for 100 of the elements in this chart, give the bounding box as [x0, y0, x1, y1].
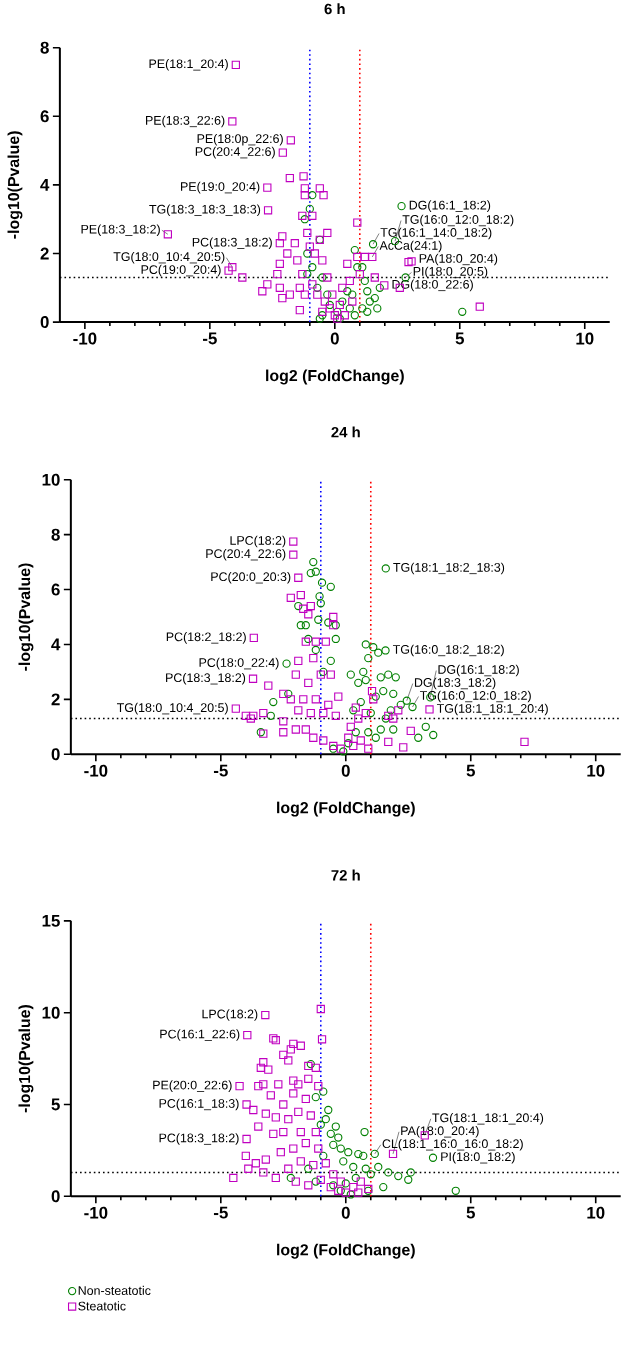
- annotation: DG(16:1_18:2): [438, 664, 520, 677]
- point: [350, 311, 360, 320]
- y-tick-label: 5: [51, 1098, 61, 1111]
- annotation: PC(18:3_18:2): [192, 237, 273, 249]
- y-tick-label: 10: [42, 473, 60, 486]
- point: [358, 263, 367, 272]
- point: [304, 1164, 313, 1173]
- point: [321, 1115, 331, 1124]
- annotation: PE(19:0_20:4): [181, 181, 260, 194]
- point: [316, 599, 326, 608]
- annotation: PC(19:0_20:4): [141, 264, 221, 277]
- x-tick-label: 10: [576, 332, 594, 345]
- annotation: TG(18:0_10:4_20:5): [113, 251, 225, 264]
- point: [359, 667, 368, 677]
- point: [334, 1133, 343, 1142]
- annotation: PE(18:0p_22:6): [197, 133, 284, 146]
- point: [351, 728, 361, 737]
- x-tick-label: -10: [73, 332, 97, 345]
- point: [381, 564, 391, 573]
- annotation: TG(18:3_18:3_18:3): [149, 204, 261, 217]
- annotation: AcCa(24:1): [379, 240, 442, 253]
- annotation: PC(18:0_22:4): [199, 657, 279, 670]
- annotation: PC(18:2_18:2): [166, 632, 246, 644]
- point: [386, 706, 396, 715]
- y-tick-label: 8: [40, 41, 50, 54]
- point: [406, 1168, 416, 1177]
- annotation: PA(18:0_20:4): [419, 253, 498, 266]
- point: [339, 1157, 348, 1166]
- point: [308, 191, 317, 200]
- y-tick-label: 8: [51, 528, 60, 541]
- point: [349, 1162, 358, 1172]
- x-axis-title: log2 (FoldChange): [277, 1243, 415, 1259]
- y-tick-label: 6: [51, 583, 60, 596]
- point: [373, 304, 382, 313]
- point: [331, 634, 341, 644]
- annotation: TG(18:1_18:1_20:4): [437, 703, 548, 716]
- point: [397, 202, 406, 211]
- point: [300, 215, 310, 224]
- y-tick-label: 0: [51, 1190, 60, 1203]
- point: [365, 297, 375, 306]
- annotation: DG(16:1_18:2): [409, 200, 491, 212]
- point: [344, 739, 353, 748]
- point: [363, 307, 372, 316]
- x-tick-label: -10: [84, 764, 108, 777]
- chart-title: 24 h: [331, 426, 360, 438]
- annotation: PC(16:1_22:6): [160, 1029, 240, 1041]
- point: [338, 297, 347, 306]
- annotation: TG(18:1_18:2_18:3): [393, 562, 505, 575]
- point: [358, 304, 367, 313]
- point: [303, 269, 312, 279]
- annotation: PC(18:3_18:2): [166, 672, 246, 685]
- y-tick-label: 0: [51, 748, 60, 761]
- chart-title: 6 h: [324, 3, 345, 15]
- point: [319, 1151, 328, 1161]
- x-tick-label: -5: [214, 1206, 229, 1219]
- point: [363, 287, 372, 296]
- point: [421, 722, 431, 731]
- y-axis-title: -log10(Pvalue): [18, 1005, 34, 1113]
- annotation: PE(18:3_22:6): [146, 115, 225, 128]
- point: [361, 1164, 371, 1173]
- point: [343, 287, 352, 296]
- point: [294, 601, 303, 611]
- point: [376, 673, 386, 682]
- legend-label: Steatotic: [78, 1301, 126, 1311]
- annotation: PI(18:0_18:2): [441, 1151, 515, 1164]
- point: [353, 263, 362, 272]
- point: [359, 1151, 368, 1161]
- point: [384, 670, 393, 679]
- point: [311, 1093, 321, 1102]
- x-axis-title: log2 (FoldChange): [277, 801, 415, 817]
- annotation: TG(16:0_12:0_18:2): [402, 214, 514, 227]
- annotation: PE(18:3_18:2): [81, 224, 161, 237]
- annotation: TG(16:1_14:0_18:2): [380, 227, 492, 240]
- y-tick-label: 10: [42, 1006, 60, 1019]
- point: [394, 1171, 403, 1181]
- y-axis-title: -log10(Pvalue): [18, 563, 34, 671]
- point: [374, 1162, 383, 1172]
- point: [379, 1182, 388, 1192]
- point: [314, 615, 323, 624]
- annotation: PC(18:3_18:2): [159, 1133, 239, 1145]
- y-tick-label: 2: [51, 693, 60, 706]
- point: [309, 557, 318, 567]
- annotation: PE(20:0_22:6): [153, 1080, 232, 1092]
- point: [371, 733, 381, 742]
- legend-label: Non-steatotic: [78, 1285, 151, 1295]
- point: [326, 1129, 336, 1139]
- y-tick-label: 4: [40, 179, 50, 191]
- point: [429, 730, 438, 740]
- point: [318, 273, 327, 282]
- point: [325, 300, 335, 310]
- annotation: PI(18:0_20:5): [413, 266, 488, 279]
- annotation: TG(18:1_18:1_20:4): [432, 1113, 544, 1125]
- annotation: PC(20:4_22:6): [206, 548, 286, 561]
- point: [361, 640, 371, 649]
- point: [396, 700, 406, 709]
- point: [408, 702, 417, 712]
- y-tick-label: 2: [40, 247, 49, 260]
- point: [361, 675, 371, 685]
- y-tick-label: 6: [40, 110, 49, 123]
- point: [324, 618, 333, 627]
